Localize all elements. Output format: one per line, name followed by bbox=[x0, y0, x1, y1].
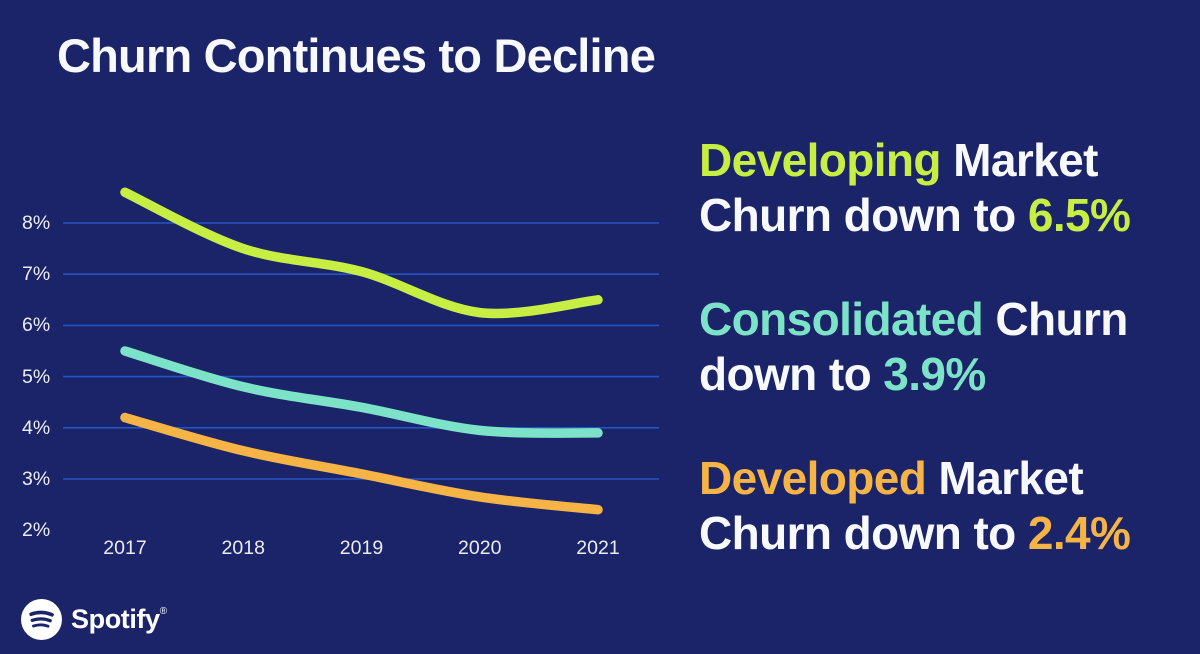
y-axis-label: 4% bbox=[22, 416, 51, 439]
highlight-plain-text: Market bbox=[940, 134, 1098, 186]
x-axis-label: 2020 bbox=[458, 537, 502, 559]
highlight-plain-text: Churn down to bbox=[699, 507, 1028, 559]
highlight-developed-market: Developed Market Churn down to 2.4% bbox=[699, 451, 1179, 561]
highlight-consolidated: Consolidated Churn down to 3.9% bbox=[699, 292, 1179, 402]
registered-mark: ® bbox=[159, 606, 167, 617]
highlight-developing-market: Developing Market Churn down to 6.5% bbox=[699, 133, 1179, 243]
highlight-accent-text: Developing bbox=[699, 134, 942, 186]
y-axis-label: 2% bbox=[22, 519, 51, 542]
highlight-plain-text: down to bbox=[699, 348, 884, 400]
x-axis-label: 2019 bbox=[339, 537, 384, 559]
y-axis-label: 3% bbox=[22, 468, 51, 490]
x-axis-label: 2018 bbox=[221, 537, 265, 559]
highlight-value: 6.5% bbox=[1027, 189, 1131, 241]
highlight-plain-text: Churn bbox=[983, 293, 1128, 345]
highlight-value: 2.4% bbox=[1027, 507, 1131, 559]
series-line-developing-market bbox=[120, 187, 603, 319]
page-title: Churn Continues to Decline bbox=[57, 29, 656, 82]
highlight-accent-text: Consolidated bbox=[699, 293, 984, 345]
series-line-consolidated bbox=[120, 346, 603, 438]
highlight-callouts: Developing Market Churn down to 6.5% Con… bbox=[699, 133, 1179, 610]
y-axis-label: 5% bbox=[22, 365, 51, 388]
x-axis-label: 2017 bbox=[103, 537, 147, 559]
spotify-icon bbox=[21, 599, 62, 640]
series-line-developed-market bbox=[120, 412, 603, 515]
x-axis-label: 2021 bbox=[576, 537, 620, 559]
chart-canvas bbox=[63, 187, 659, 515]
y-axis-label: 6% bbox=[22, 314, 51, 337]
highlight-plain-text: Market bbox=[926, 452, 1084, 504]
y-axis-label: 7% bbox=[22, 263, 51, 286]
churn-line-chart: 8% 7% 6% 5% 4% 3% 2% 2017 2018 2019 2020 2021 bbox=[0, 160, 680, 600]
y-axis-label: 8% bbox=[22, 212, 51, 234]
brand-name: Spotify® bbox=[71, 604, 167, 634]
highlight-value: 3.9% bbox=[883, 348, 986, 400]
spotify-logo: Spotify® bbox=[21, 599, 167, 640]
highlight-accent-text: Developed bbox=[699, 452, 927, 504]
highlight-plain-text: Churn down to bbox=[699, 189, 1028, 241]
